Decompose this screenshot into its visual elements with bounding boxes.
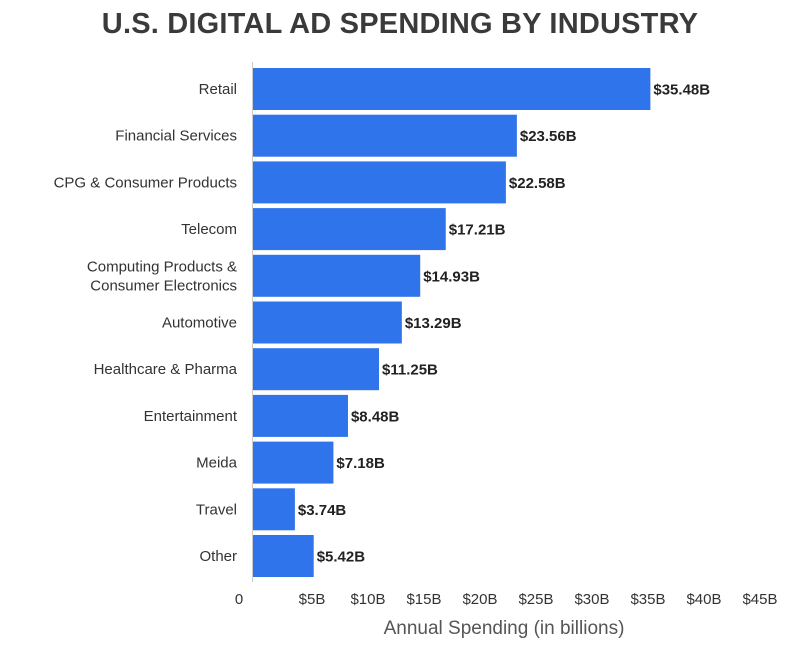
bar-value-label: $22.58B (509, 175, 566, 192)
x-tick-label: $30B (574, 591, 609, 608)
category-label: Entertainment (144, 408, 238, 425)
bar-value-label: $7.18B (336, 455, 385, 472)
bar (253, 114, 517, 157)
bar-value-label: $23.56B (520, 128, 577, 145)
category-label: CPG & Consumer Products (54, 174, 237, 191)
bar (253, 441, 334, 484)
x-tick-label: $45B (742, 591, 777, 608)
bar-value-label: $8.48B (351, 408, 400, 425)
category-label: Other (199, 548, 237, 565)
bar (253, 208, 446, 251)
bar (253, 488, 295, 531)
category-label: Healthcare & Pharma (94, 361, 238, 378)
bar-value-label: $5.42B (317, 549, 366, 566)
x-tick-label: $15B (406, 591, 441, 608)
bar (253, 161, 506, 204)
category-label: Retail (199, 81, 237, 98)
x-tick-label: $25B (518, 591, 553, 608)
bar (253, 394, 348, 437)
bar (253, 535, 314, 577)
bar-value-label: $13.29B (405, 315, 462, 332)
bar-value-label: $17.21B (449, 222, 506, 239)
category-label: Automotive (162, 315, 237, 332)
bar (253, 254, 421, 297)
bar-value-label: $3.74B (298, 502, 347, 519)
category-label: Computing Products & (87, 258, 237, 275)
category-label: Consumer Electronics (90, 277, 237, 294)
x-tick-label: $20B (462, 591, 497, 608)
category-label: Financial Services (115, 128, 237, 145)
bar (253, 68, 651, 110)
bar (253, 301, 402, 344)
x-tick-label: $35B (630, 591, 665, 608)
bar (253, 348, 379, 391)
bar-value-label: $35.48B (653, 82, 710, 99)
x-axis-title: Annual Spending (in billions) (384, 618, 625, 639)
category-label: Telecom (181, 221, 237, 238)
x-tick-label: $10B (350, 591, 385, 608)
x-tick-label: $5B (299, 591, 326, 608)
category-label: Travel (196, 501, 237, 518)
bar-value-label: $14.93B (423, 268, 480, 285)
bar-value-label: $11.25B (382, 362, 438, 379)
x-tick-label: $40B (686, 591, 721, 608)
x-tick-label: 0 (235, 591, 243, 608)
category-label: Meida (196, 455, 238, 472)
chart-title: U.S. DIGITAL AD SPENDING BY INDUSTRY (101, 8, 699, 40)
